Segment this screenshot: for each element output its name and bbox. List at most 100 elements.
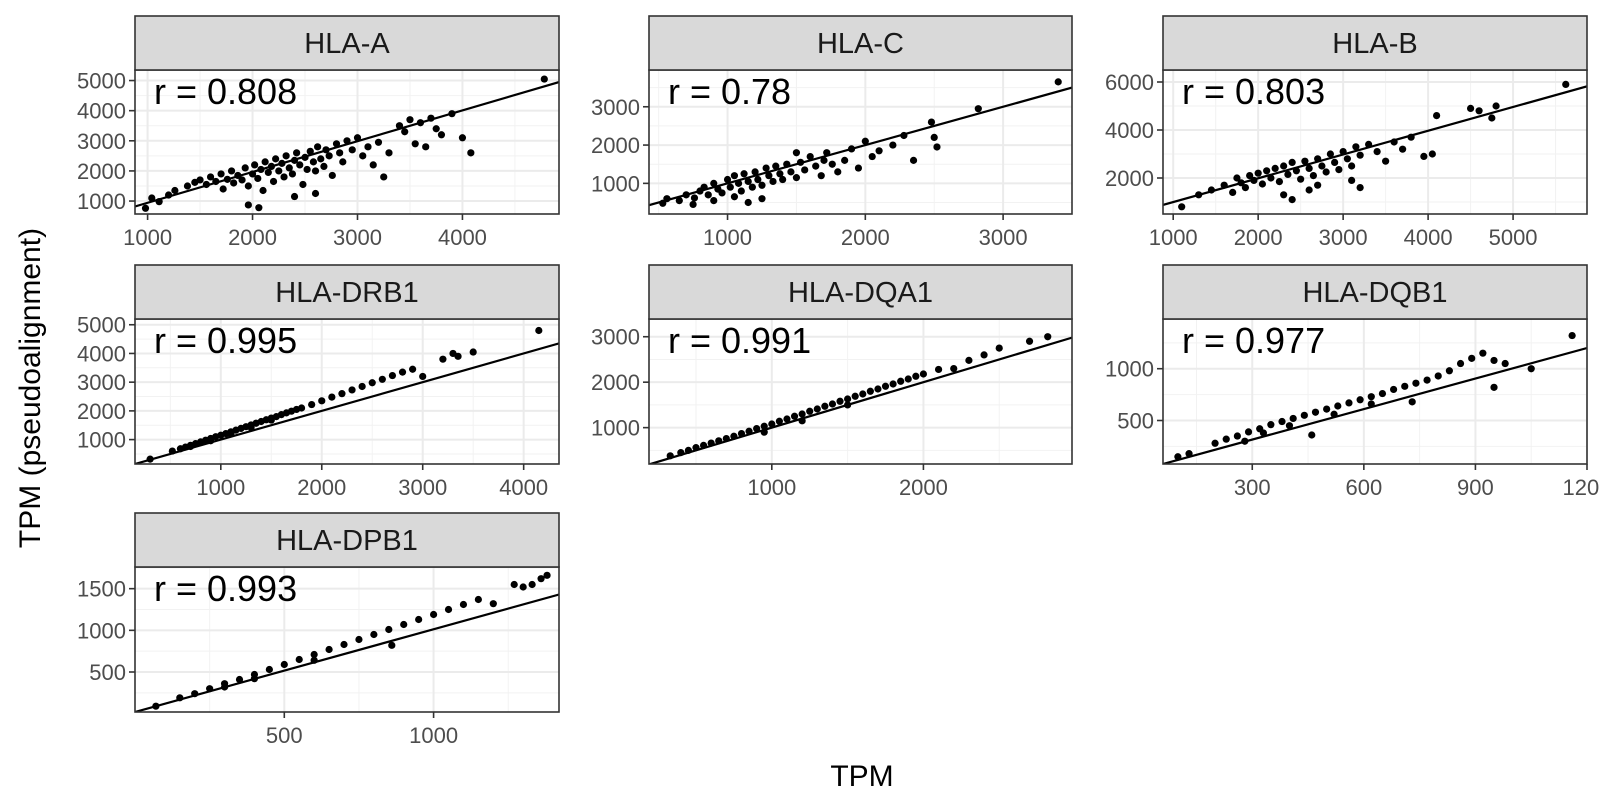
data-point-hla-dqb1 xyxy=(1289,414,1297,423)
data-point-hla-dqa1 xyxy=(965,356,973,364)
data-point-hla-dpb1 xyxy=(400,620,408,629)
panel-background-hla-dpb1 xyxy=(135,567,559,712)
data-point-hla-dqa1 xyxy=(790,412,799,420)
data-point-hla-dqa1 xyxy=(859,390,867,398)
facet-panel-hla-dqb1: HLA-DQB1 r = 0.977 300 600 900 1200 500 1000 xyxy=(1105,264,1600,500)
data-point-hla-dpb1 xyxy=(355,635,363,644)
data-point-hla-a xyxy=(427,114,435,122)
data-point-hla-b xyxy=(1348,162,1356,170)
data-point-hla-drb1 xyxy=(409,365,417,373)
y-tick-label: 4000 xyxy=(77,341,126,366)
data-point-hla-c xyxy=(820,156,828,164)
data-point-hla-a xyxy=(238,176,246,184)
data-point-hla-c xyxy=(927,118,936,126)
data-point-hla-dqa1 xyxy=(722,434,730,443)
data-point-hla-drb1 xyxy=(454,352,462,360)
x-tick-label: 1000 xyxy=(1149,225,1198,250)
data-point-hla-c xyxy=(769,177,777,186)
data-point-hla-a xyxy=(322,146,330,154)
x-tick-label: 3000 xyxy=(333,225,382,250)
data-point-hla-b xyxy=(1331,158,1339,166)
data-point-hla-c xyxy=(734,179,743,187)
data-point-hla-dqa1 xyxy=(821,402,829,410)
data-point-hla-dpb1 xyxy=(265,665,273,674)
data-point-hla-dqa1 xyxy=(707,439,715,447)
data-point-hla-a xyxy=(422,143,430,151)
x-tick-label: 2000 xyxy=(1234,225,1283,250)
data-point-hla-a xyxy=(280,173,288,181)
y-tick-label: 3000 xyxy=(591,95,640,120)
data-point-hla-dpb1 xyxy=(325,645,333,654)
trend-line-hla-b xyxy=(1163,85,1587,206)
data-point-hla-c xyxy=(875,147,883,155)
data-point-hla-dpb1 xyxy=(235,675,244,684)
y-tick-label: 1500 xyxy=(77,577,126,602)
data-point-hla-dqb1 xyxy=(1527,365,1535,373)
y-tick-label: 5000 xyxy=(77,69,126,94)
data-point-hla-b xyxy=(1241,184,1250,192)
data-point-hla-dqa1 xyxy=(730,432,738,440)
data-point-hla-dqa1 xyxy=(934,365,943,374)
data-point-hla-a xyxy=(401,128,409,136)
data-point-hla-dqa1 xyxy=(836,397,844,405)
data-point-hla-dqa1 xyxy=(866,387,874,395)
x-tick-label: 4000 xyxy=(1404,225,1453,250)
y-tick-label: 2000 xyxy=(1105,166,1154,191)
data-point-hla-dpb1 xyxy=(444,605,453,614)
data-point-hla-c xyxy=(841,156,849,164)
data-point-hla-b xyxy=(1322,168,1330,176)
data-point-hla-c xyxy=(718,189,726,197)
data-point-hla-b xyxy=(1343,155,1351,163)
data-point-hla-dqb1 xyxy=(1259,429,1268,437)
x-axis-title: TPM xyxy=(830,760,893,793)
data-point-hla-dpb1 xyxy=(191,690,199,698)
data-point-hla-dqa1 xyxy=(851,392,859,400)
data-point-hla-a xyxy=(223,175,231,183)
data-point-hla-a xyxy=(141,204,150,212)
y-tick-label: 2000 xyxy=(591,133,640,158)
data-point-hla-drb1 xyxy=(146,455,154,463)
data-point-hla-a xyxy=(244,201,252,209)
data-point-hla-dqa1 xyxy=(684,446,693,454)
x-tick-label: 1000 xyxy=(747,475,796,500)
data-point-hla-dpb1 xyxy=(310,650,318,659)
data-point-hla-dqb1 xyxy=(1278,417,1286,426)
data-point-hla-c xyxy=(710,179,718,187)
data-point-hla-dqa1 xyxy=(798,410,806,418)
data-point-hla-dpb1 xyxy=(152,702,160,710)
data-point-hla-dqa1 xyxy=(897,377,905,385)
data-marks-hla-b xyxy=(1163,80,1587,211)
data-point-hla-c xyxy=(682,191,690,199)
data-point-hla-b xyxy=(1246,172,1254,180)
data-point-hla-b xyxy=(1373,148,1381,156)
data-point-hla-b xyxy=(1339,148,1347,156)
data-point-hla-a xyxy=(148,194,156,202)
data-point-hla-dqa1 xyxy=(844,401,852,409)
data-point-hla-a xyxy=(416,119,425,127)
data-point-hla-dpb1 xyxy=(459,600,468,609)
y-tick-label: 3000 xyxy=(591,325,640,350)
data-point-hla-dqb1 xyxy=(1445,367,1453,375)
data-point-hla-a xyxy=(320,162,328,171)
data-point-hla-a xyxy=(339,158,347,166)
data-point-hla-a xyxy=(257,165,265,174)
y-tick-label: 1000 xyxy=(77,428,126,453)
x-tick-label: 300 xyxy=(1234,475,1271,500)
data-point-hla-c xyxy=(1054,78,1062,86)
data-point-hla-a xyxy=(290,192,299,201)
data-point-hla-b xyxy=(1305,186,1313,194)
data-point-hla-dpb1 xyxy=(220,683,229,691)
data-point-hla-a xyxy=(288,170,297,178)
data-point-hla-b xyxy=(1288,158,1296,166)
data-point-hla-drb1 xyxy=(267,416,275,424)
data-point-hla-a xyxy=(311,189,320,198)
data-point-hla-c xyxy=(796,158,805,166)
data-point-hla-a xyxy=(219,185,227,193)
x-tick-label: 1000 xyxy=(703,225,752,250)
trend-line-hla-drb1 xyxy=(135,342,559,464)
data-marks-hla-dpb1 xyxy=(135,571,559,712)
data-point-hla-c xyxy=(690,194,699,202)
data-point-hla-dqa1 xyxy=(806,407,814,415)
data-point-hla-dqa1 xyxy=(904,375,912,383)
